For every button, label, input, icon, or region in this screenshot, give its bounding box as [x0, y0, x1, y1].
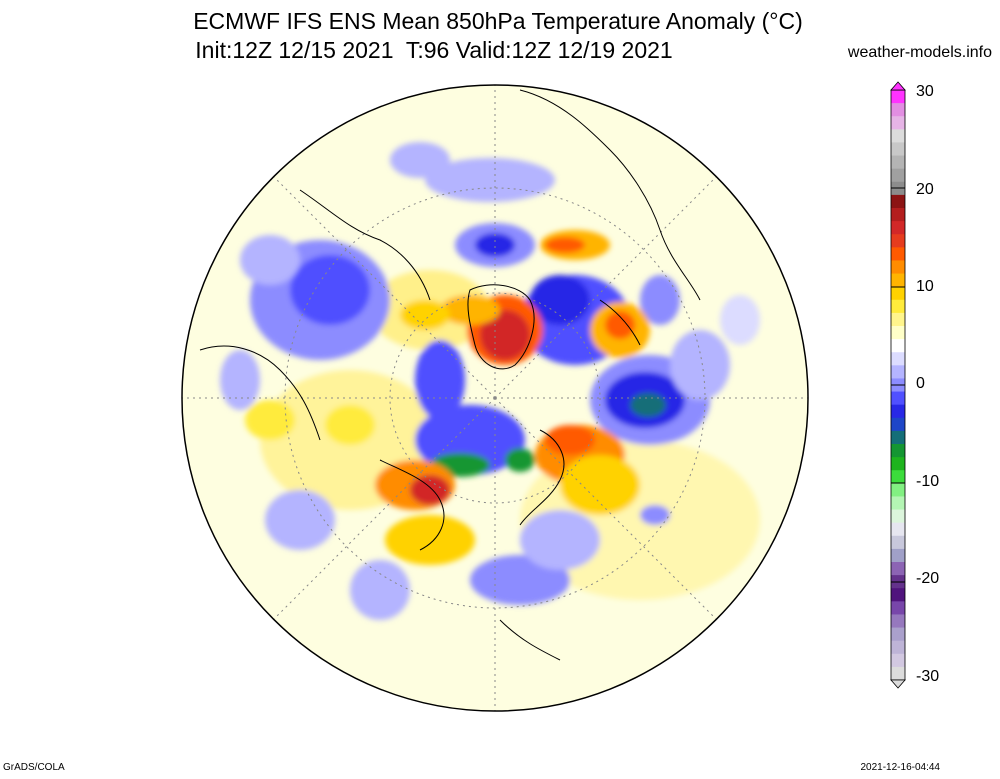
colorbar-segment	[891, 588, 905, 602]
colorbar-segment	[891, 142, 905, 157]
colorbar-segment	[891, 312, 905, 327]
colorbar-segment	[891, 181, 905, 196]
colorbar-label-0: 0	[916, 375, 925, 392]
colorbar-segment	[891, 286, 905, 301]
colorbar-segment	[891, 483, 905, 497]
colorbar-segment	[891, 653, 905, 668]
colorbar-segment	[891, 234, 905, 248]
colorbar-segment	[891, 522, 905, 537]
colorbar-segment	[891, 496, 905, 511]
colorbar-segment	[891, 273, 905, 288]
colorbar-top-arrow	[890, 81, 906, 91]
colorbar-segment	[891, 666, 905, 681]
colorbar-segment	[891, 404, 905, 419]
colorbar-segment	[891, 260, 905, 275]
colorbar-segment	[891, 221, 905, 235]
colorbar-segment	[891, 601, 905, 615]
colorbar-segment	[891, 470, 905, 484]
credit-left: GrADS/COLA	[3, 762, 65, 773]
colorbar-bottom-arrow	[890, 679, 906, 689]
colorbar-segment	[891, 627, 905, 642]
colorbar-segment	[891, 129, 905, 143]
colorbar-segment	[891, 326, 905, 340]
credit-right: 2021-12-16-04:44	[860, 762, 940, 773]
colorbar-segment	[891, 365, 905, 379]
title-line-2: Init:12Z 12/15 2021 T:96 Valid:12Z 12/19…	[195, 37, 673, 63]
colorbar-segment	[891, 352, 905, 366]
colorbar-segment	[891, 194, 905, 209]
colorbar-segment	[891, 208, 905, 222]
colorbar-segment	[891, 614, 905, 629]
graticule	[182, 85, 808, 711]
colorbar-label-m10: -10	[916, 473, 940, 490]
colorbar-segment	[891, 90, 905, 104]
colorbar-segment	[891, 548, 905, 563]
colorbar-segment	[891, 168, 905, 183]
colorbar-segment	[891, 339, 905, 353]
colorbar-segment	[891, 247, 905, 261]
colorbar-label-30: 30	[916, 83, 934, 100]
colorbar-segment	[891, 535, 905, 550]
colorbar-segment	[891, 299, 905, 314]
colorbar-segment	[891, 116, 905, 130]
colorbar-segment	[891, 444, 905, 458]
colorbar-label-m20: -20	[916, 570, 940, 587]
coastlines	[199, 89, 701, 661]
colorbar-label-m30: -30	[916, 668, 940, 685]
colorbar-segment	[891, 103, 905, 117]
colorbar-segment	[891, 155, 905, 170]
colorbar-segment	[891, 391, 905, 406]
map-border	[181, 84, 809, 712]
colorbar-segment	[891, 457, 905, 471]
colorbar-segment	[891, 509, 905, 524]
anomaly-field	[220, 142, 760, 620]
colorbar-segment	[891, 640, 905, 655]
colorbar-segment	[891, 417, 905, 432]
colorbar-label-10: 10	[916, 278, 934, 295]
site-label: weather-models.info	[847, 44, 992, 61]
colorbar-segment	[891, 430, 905, 445]
title-line-1: ECMWF IFS ENS Mean 850hPa Temperature An…	[193, 8, 803, 34]
colorbar-segment	[891, 562, 905, 576]
colorbar-label-20: 20	[916, 181, 934, 198]
